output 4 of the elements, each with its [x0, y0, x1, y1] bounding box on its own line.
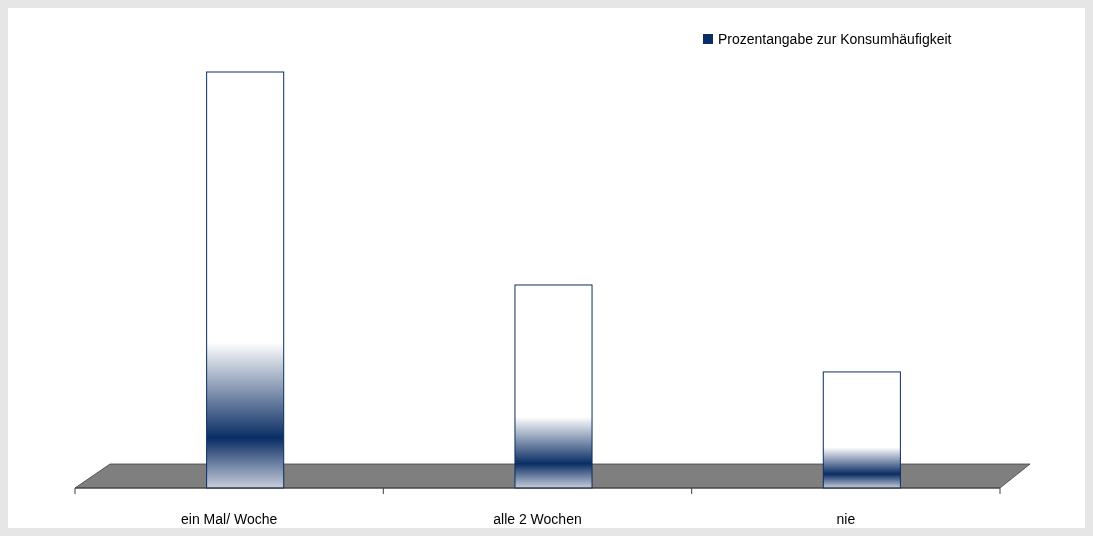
x-tick-label: alle 2 Wochen — [493, 511, 582, 527]
x-tick-label: ein Mal/ Woche — [181, 511, 278, 527]
legend-label: Prozentangabe zur Konsumhäufigkeit — [718, 31, 952, 47]
x-tick-label: nie — [836, 511, 856, 527]
